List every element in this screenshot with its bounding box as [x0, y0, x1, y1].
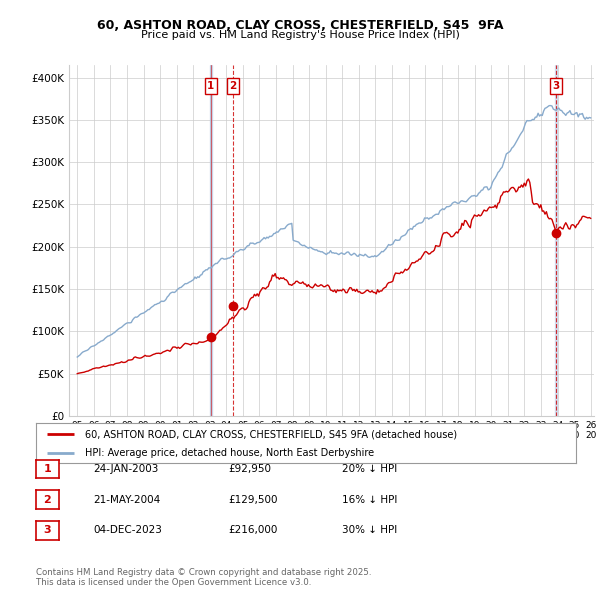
- Text: 60, ASHTON ROAD, CLAY CROSS, CHESTERFIELD, S45 9FA (detached house): 60, ASHTON ROAD, CLAY CROSS, CHESTERFIEL…: [85, 430, 457, 440]
- Text: £92,950: £92,950: [228, 464, 271, 474]
- Text: £129,500: £129,500: [228, 495, 277, 504]
- Text: 3: 3: [553, 81, 560, 91]
- Text: 16% ↓ HPI: 16% ↓ HPI: [342, 495, 397, 504]
- Bar: [210, 65, 212, 416]
- Text: HPI: Average price, detached house, North East Derbyshire: HPI: Average price, detached house, Nort…: [85, 448, 374, 458]
- Text: 30% ↓ HPI: 30% ↓ HPI: [342, 526, 397, 535]
- Text: £216,000: £216,000: [228, 526, 277, 535]
- Text: 1: 1: [208, 81, 215, 91]
- Text: 20% ↓ HPI: 20% ↓ HPI: [342, 464, 397, 474]
- Text: Contains HM Land Registry data © Crown copyright and database right 2025.
This d: Contains HM Land Registry data © Crown c…: [36, 568, 371, 587]
- Text: 2: 2: [44, 495, 51, 504]
- Text: Price paid vs. HM Land Registry's House Price Index (HPI): Price paid vs. HM Land Registry's House …: [140, 30, 460, 40]
- Text: 04-DEC-2023: 04-DEC-2023: [93, 526, 162, 535]
- Text: 1: 1: [44, 464, 51, 474]
- Text: 24-JAN-2003: 24-JAN-2003: [93, 464, 158, 474]
- Bar: [556, 65, 557, 416]
- Text: 2: 2: [229, 81, 236, 91]
- Text: 60, ASHTON ROAD, CLAY CROSS, CHESTERFIELD, S45  9FA: 60, ASHTON ROAD, CLAY CROSS, CHESTERFIEL…: [97, 19, 503, 32]
- Text: 21-MAY-2004: 21-MAY-2004: [93, 495, 160, 504]
- Text: 3: 3: [44, 526, 51, 535]
